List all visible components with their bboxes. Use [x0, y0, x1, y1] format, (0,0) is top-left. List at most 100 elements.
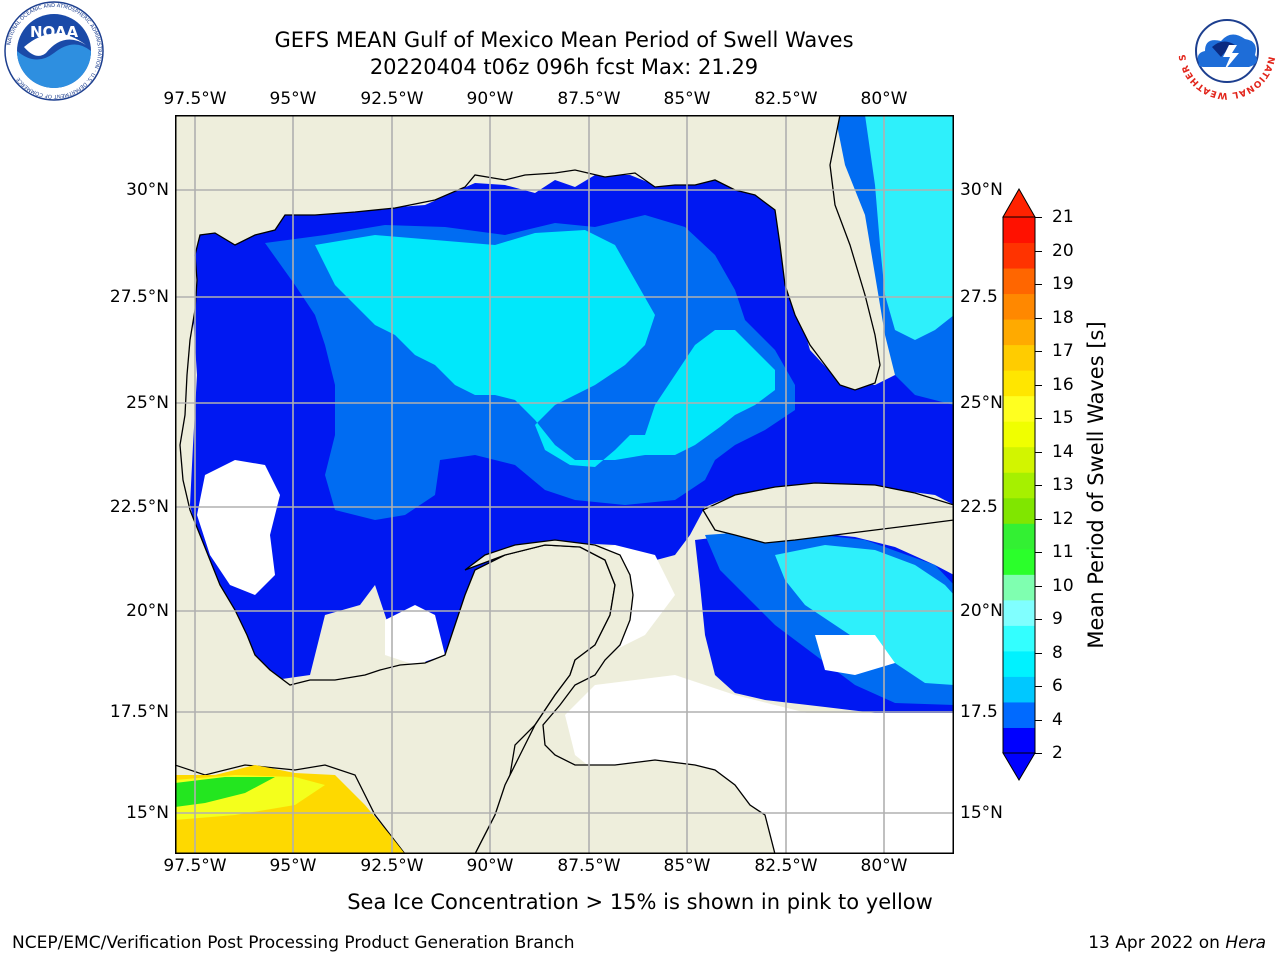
colorbar-under-arrow: [1002, 752, 1036, 781]
colorbar-tick-mark: [1035, 485, 1042, 486]
colorbar-band: [1003, 293, 1035, 320]
colorbar-tick-label: 13: [1052, 475, 1074, 495]
lat-label-right: 25°N: [960, 393, 1003, 413]
plot-title: GEFS MEAN Gulf of Mexico Mean Period of …: [274, 28, 854, 52]
colorbar-tick-mark: [1035, 418, 1042, 419]
colorbar-band: [1003, 676, 1035, 703]
colorbar-band: [1003, 370, 1035, 397]
colorbar-tick-mark: [1035, 652, 1042, 654]
colorbar-band: [1003, 650, 1035, 677]
lat-label-left: 27.5°N: [109, 287, 169, 307]
colorbar-tick-label: 15: [1052, 408, 1074, 428]
lon-label-bottom: 90°W: [466, 856, 514, 876]
colorbar-band: [1003, 472, 1035, 499]
long-period-core: [315, 230, 775, 467]
lon-label-top: 92.5°W: [360, 89, 424, 109]
sea-ice-field: [175, 777, 275, 807]
colorbar-tick-label: 12: [1052, 508, 1074, 529]
colorbar-band: [1003, 421, 1035, 448]
colorbar-label: Mean Period of Swell Waves [s]: [1084, 321, 1108, 649]
colorbar-tick-mark: [1035, 753, 1042, 754]
lat-label-right: 27.5: [960, 287, 998, 307]
lon-label-bottom: 85°W: [663, 856, 711, 876]
atlantic-long-period: [865, 115, 954, 340]
colorbar-band: [1003, 446, 1035, 473]
lat-label-right: 30°N: [960, 180, 1003, 200]
colorbar-tick-mark: [1035, 619, 1042, 620]
colorbar-tick-label: 11: [1052, 542, 1074, 562]
colorbar-tick-label: 9: [1052, 609, 1063, 629]
footer-credit: NCEP/EMC/Verification Post Processing Pr…: [12, 933, 575, 953]
colorbar-tick-label: 2: [1052, 743, 1063, 763]
lat-label-right: 17.5: [960, 702, 998, 722]
no-data-patch: [197, 460, 280, 595]
colorbar-tick-mark: [1035, 518, 1042, 520]
lat-label-left: 15°N: [126, 803, 169, 823]
colorbar-band: [1003, 319, 1035, 346]
plot-subtitle: 20220404 t06z 096h fcst Max: 21.29: [369, 55, 759, 79]
colorbar-band: [1003, 497, 1035, 524]
caribbean-long-period: [775, 545, 954, 685]
lat-label-right: 20°N: [960, 601, 1003, 621]
colorbar-tick-mark: [1035, 719, 1042, 721]
colorbar-band: [1003, 574, 1035, 601]
colorbar-band: [1003, 701, 1035, 728]
footer-date-text: 13 Apr 2022 on: [1088, 933, 1226, 953]
svg-text:NOAA: NOAA: [30, 23, 79, 41]
colorbar-band: [1003, 548, 1035, 575]
footer-date: 13 Apr 2022 on Hera: [1088, 933, 1266, 953]
lon-label-bottom: 80°W: [860, 856, 908, 876]
colorbar-tick-label: 20: [1052, 240, 1074, 261]
colorbar-band: [1003, 344, 1035, 371]
no-data-patch: [385, 605, 445, 665]
graticule: [175, 115, 954, 854]
lat-label-left: 20°N: [126, 601, 169, 621]
lon-label-top: 97.5°W: [163, 89, 227, 109]
colorbar-band: [1003, 523, 1035, 550]
colorbar-band: [1003, 599, 1035, 626]
colorbar-tick-mark: [1035, 585, 1042, 587]
lon-label-top: 90°W: [466, 89, 514, 109]
no-data-patch: [735, 713, 954, 854]
colorbar-band: [1003, 242, 1035, 269]
cuba-land: [702, 482, 954, 544]
lat-label-left: 17.5°N: [109, 702, 169, 722]
colorbar-tick-label: 17: [1052, 341, 1074, 361]
lat-label-left: 25°N: [126, 393, 169, 413]
colorbar-tick-label: 10: [1052, 575, 1074, 596]
colorbar-tick-label: 8: [1052, 642, 1063, 663]
colorbar-tick-mark: [1035, 317, 1042, 319]
colorbar-tick-mark: [1035, 552, 1042, 553]
lat-label-left: 30°N: [126, 180, 169, 200]
colorbar-band: [1003, 217, 1035, 244]
lon-label-bottom: 95°W: [269, 856, 317, 876]
colorbar-band: [1003, 395, 1035, 422]
yucatan-land: [464, 539, 776, 854]
colorbar-tick-mark: [1035, 384, 1042, 386]
map-frame: [175, 115, 954, 854]
lon-label-bottom: 87.5°W: [557, 856, 621, 876]
noaa-logo-icon: NOAA NATIONAL OCEANIC AND ATMOSPHERIC AD…: [4, 1, 104, 101]
colorbar-band: [1003, 727, 1035, 754]
lat-label-left: 22.5°N: [109, 497, 169, 517]
colorbar-over-arrow: [1002, 187, 1036, 218]
swell-period-map: [175, 115, 954, 854]
footer-host: Hera: [1225, 933, 1266, 953]
lat-label-right: 22.5: [960, 497, 998, 517]
colorbar-tick-mark: [1035, 451, 1042, 453]
lon-label-top: 95°W: [269, 89, 317, 109]
colorbar-tick-label: 14: [1052, 441, 1074, 462]
no-data-patch: [815, 635, 895, 675]
colorbar-tick-label: 16: [1052, 374, 1074, 395]
colorbar-tick-label: 19: [1052, 274, 1074, 294]
colorbar: [1002, 187, 1036, 781]
colorbar-tick-label: 6: [1052, 676, 1063, 696]
lon-label-bottom: 97.5°W: [163, 856, 227, 876]
colorbar-band: [1003, 625, 1035, 652]
lon-label-bottom: 82.5°W: [754, 856, 818, 876]
lon-label-bottom: 92.5°W: [360, 856, 424, 876]
sea-ice-note: Sea Ice Concentration > 15% is shown in …: [347, 890, 933, 914]
nws-logo-icon: NATIONAL WEATHER SERVICE: [1177, 1, 1276, 100]
colorbar-tick-label: 4: [1052, 709, 1063, 730]
lon-label-top: 80°W: [860, 89, 908, 109]
